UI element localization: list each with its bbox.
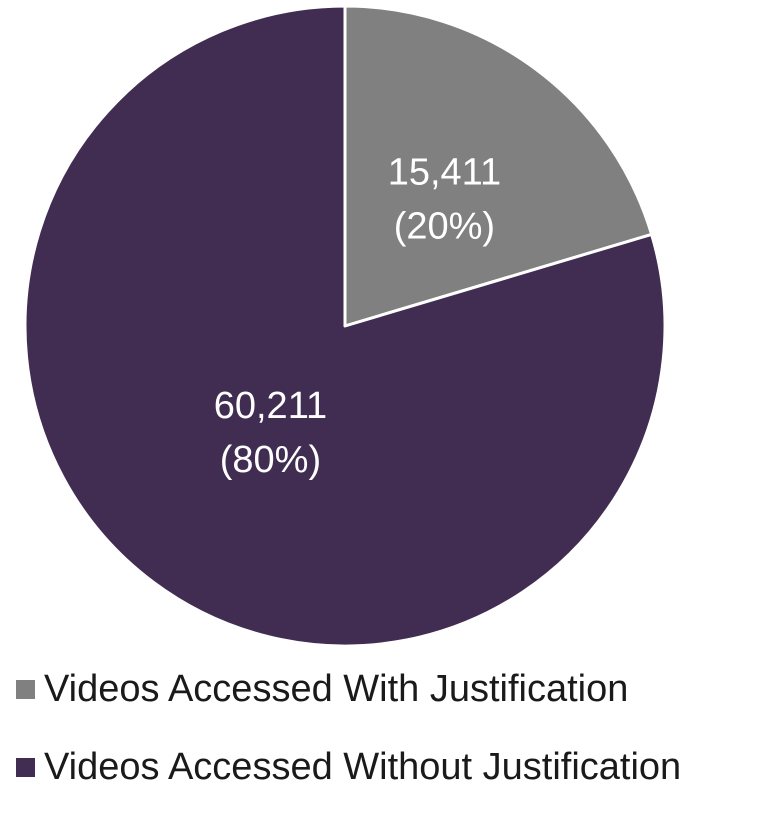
pie-slice-without-justification	[23, 4, 667, 648]
legend-swatch-icon	[16, 757, 35, 777]
pie-labels: 15,411 (20%) 60,211 (80%)	[214, 152, 501, 482]
slice-percent-label: (80%)	[220, 439, 321, 481]
legend-label: Videos Accessed Without Justification	[44, 745, 682, 788]
pie-slices	[23, 4, 667, 648]
legend-swatch-icon	[16, 679, 35, 699]
pie-slice-with-justification	[343, 4, 654, 328]
legend-item-without-justification: Videos Accessed Without Justification	[16, 745, 682, 788]
slice-value-label: 60,211	[214, 385, 327, 427]
slice-value-label: 15,411	[388, 152, 501, 194]
pie-chart: 15,411 (20%) 60,211 (80%)	[23, 4, 667, 648]
slice-percent-label: (20%)	[394, 206, 495, 248]
chart-legend: Videos Accessed With Justification Video…	[16, 667, 682, 826]
legend-label: Videos Accessed With Justification	[44, 667, 629, 710]
legend-item-with-justification: Videos Accessed With Justification	[16, 667, 681, 710]
